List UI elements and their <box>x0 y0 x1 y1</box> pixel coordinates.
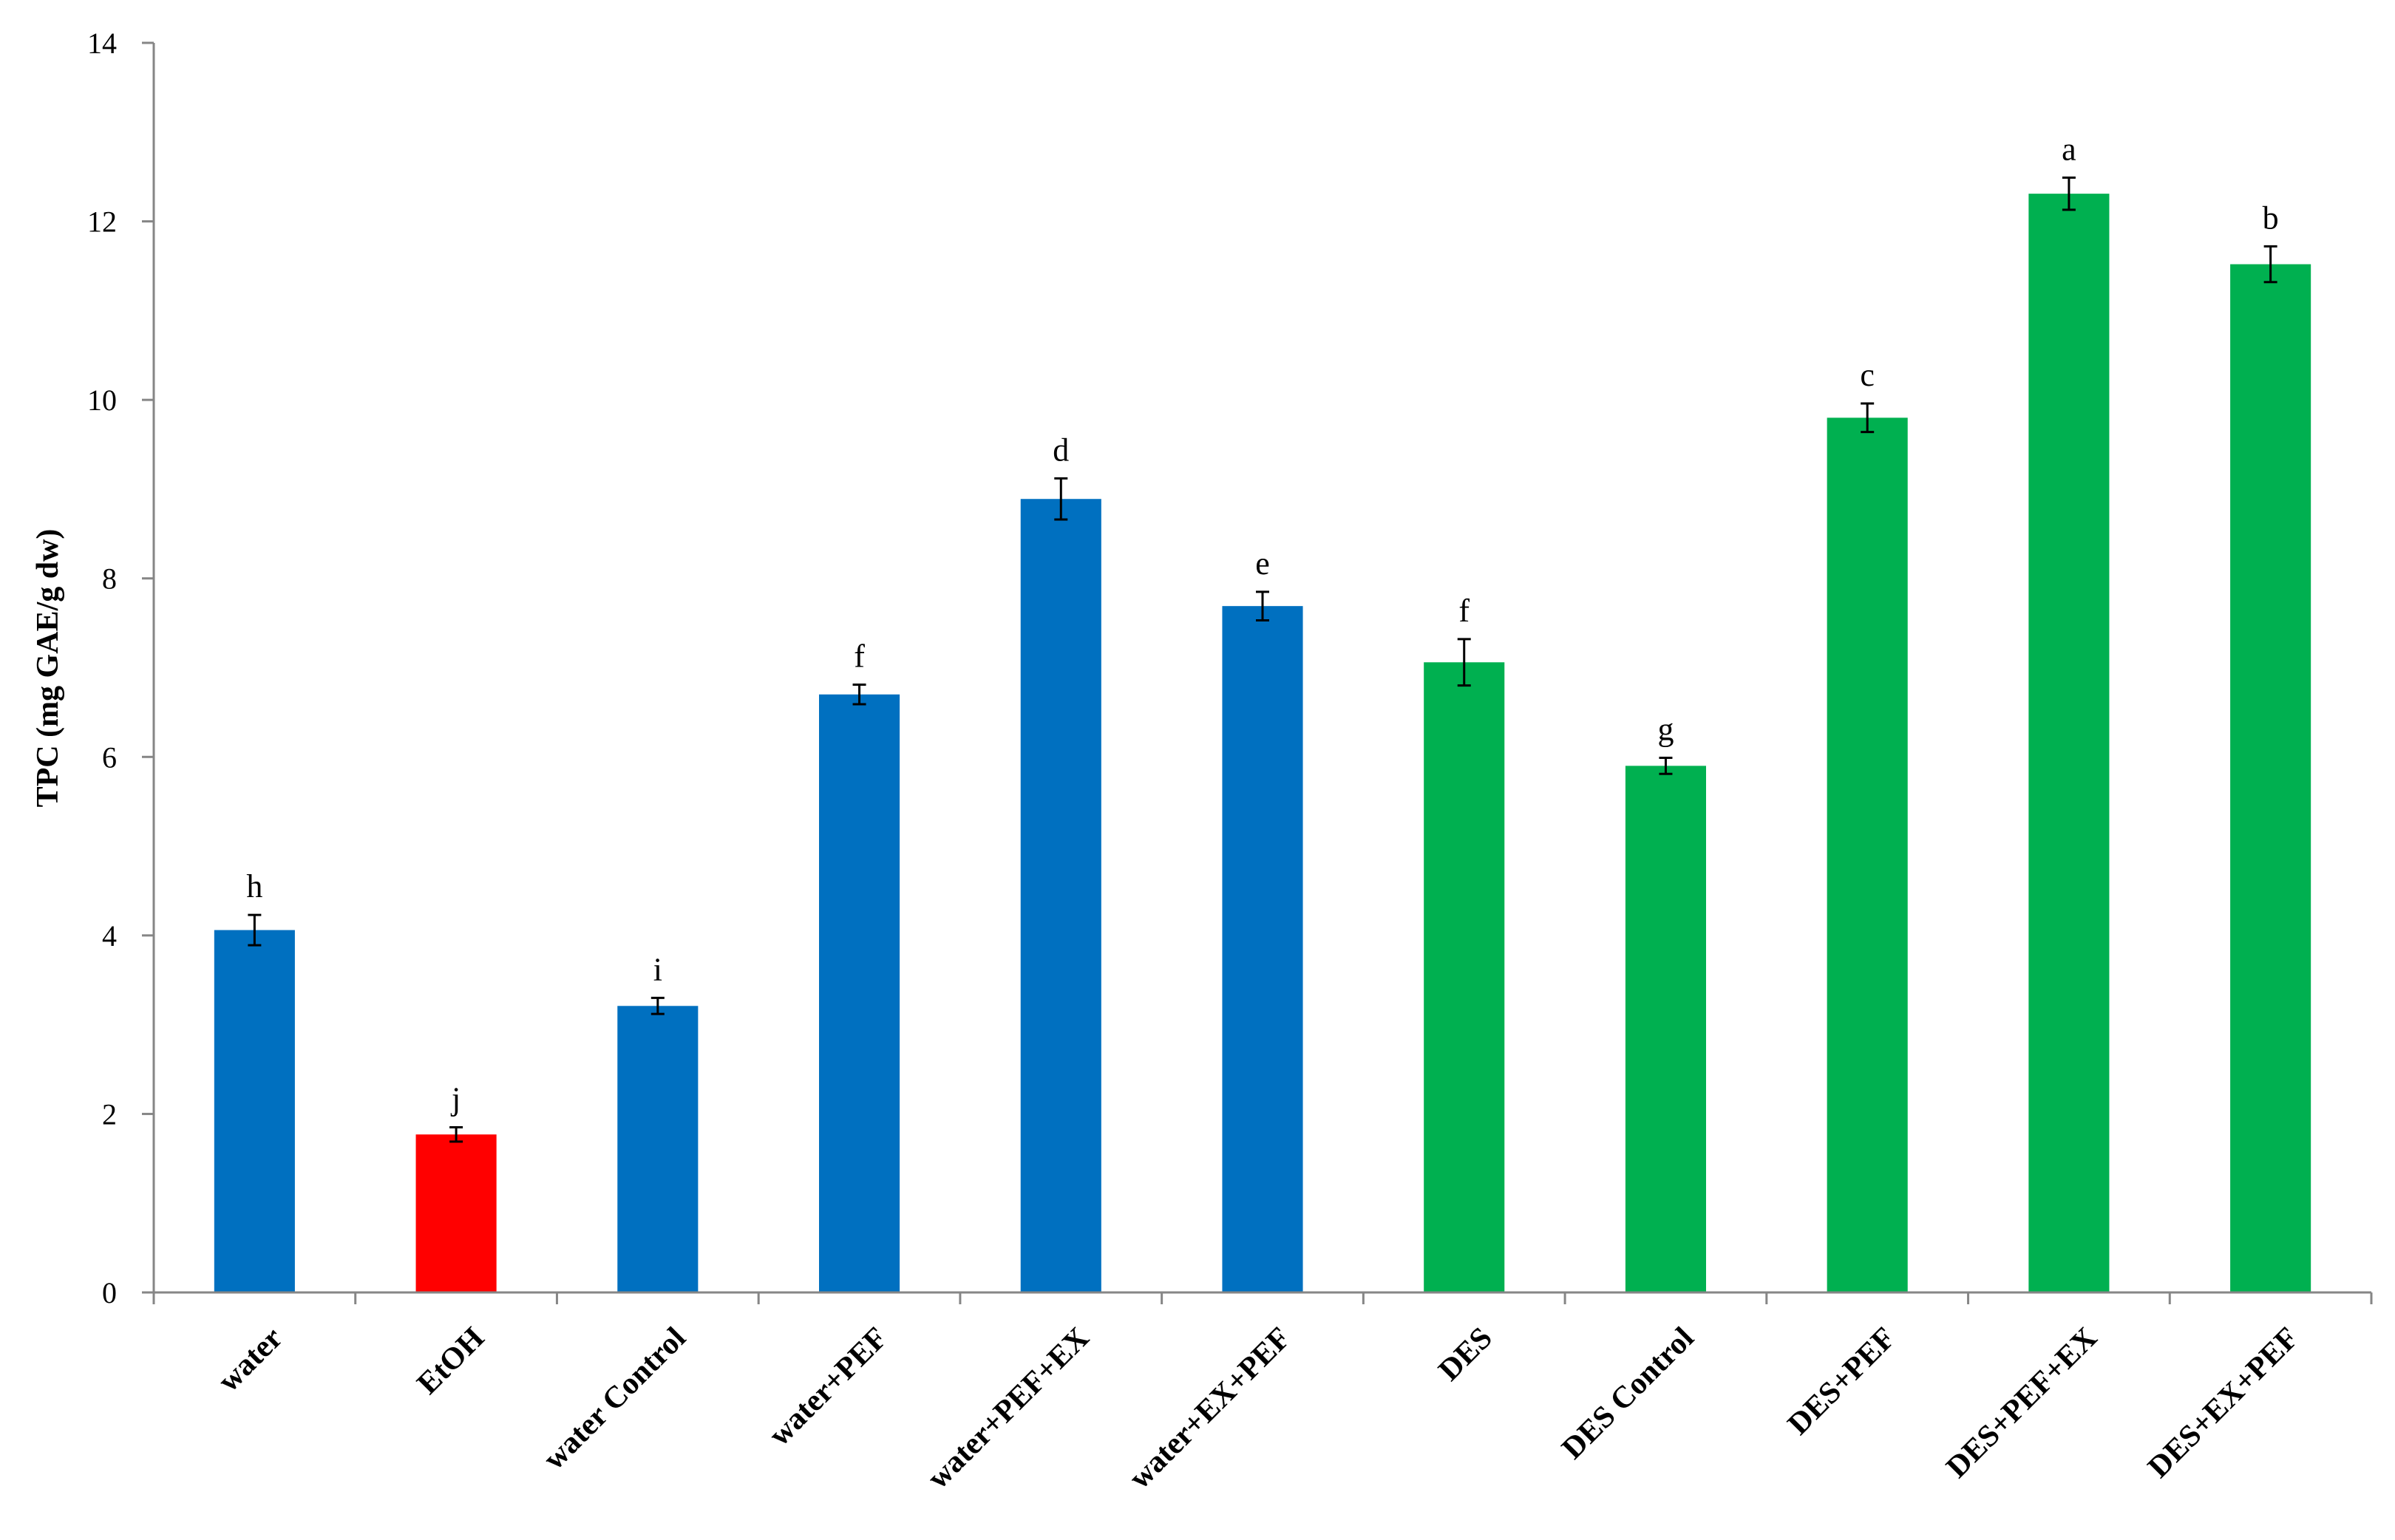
x-category-label: water+EX+PEF <box>1123 1321 1297 1496</box>
x-category-label: water+PEF+EX <box>921 1321 1095 1496</box>
x-category-label: DES+PEF+EX <box>1940 1321 2104 1485</box>
significance-letter: c <box>1860 357 1875 393</box>
significance-letter: j <box>450 1081 461 1117</box>
x-category-label: EtOH <box>411 1321 491 1401</box>
y-tick-label: 12 <box>87 205 117 239</box>
bar-des-control <box>1625 766 1706 1292</box>
y-tick-label: 10 <box>87 384 117 417</box>
y-axis-ticks: 0 2 4 6 8 10 12 14 <box>87 27 154 1309</box>
y-tick-label: 4 <box>102 919 117 953</box>
bar-water <box>214 930 295 1292</box>
significance-letter: g <box>1657 711 1674 747</box>
bar-water-ex-pef <box>1222 606 1303 1292</box>
y-tick-label: 2 <box>102 1097 117 1131</box>
significance-letters: h j i f d e f g c a b <box>246 131 2278 1117</box>
bar-water-pef <box>819 694 900 1292</box>
x-category-label: water <box>211 1321 289 1399</box>
significance-letter: e <box>1255 545 1270 582</box>
significance-letter: f <box>854 638 865 674</box>
significance-letter: i <box>653 951 662 987</box>
bar-water-control <box>617 1006 699 1292</box>
x-category-label: DES <box>1432 1321 1498 1388</box>
bar-des-pef-ex <box>2028 194 2110 1292</box>
bars <box>214 194 2311 1292</box>
x-category-label: water Control <box>537 1321 692 1476</box>
y-tick-label: 0 <box>102 1276 117 1309</box>
y-tick-label: 6 <box>102 740 117 774</box>
x-axis-ticks <box>152 1292 2373 1304</box>
error-bars <box>248 176 2277 1143</box>
x-category-label: DES+EX+PEF <box>2141 1321 2306 1485</box>
bar-des-ex-pef <box>2230 264 2311 1292</box>
x-category-label: water+PEF <box>763 1321 894 1453</box>
significance-letter: f <box>1458 593 1470 629</box>
x-category-label: DES Control <box>1555 1321 1700 1466</box>
y-axis-title: TPC (mg GAE/g dw) <box>31 529 65 808</box>
significance-letter: h <box>246 868 262 904</box>
significance-letter: a <box>2062 131 2076 167</box>
bar-etoh <box>415 1134 497 1292</box>
x-axis-category-labels: water EtOH water Control water+PEF water+PEF… <box>211 1321 2305 1496</box>
significance-letter: b <box>2263 200 2279 236</box>
y-tick-label: 8 <box>102 562 117 596</box>
x-category-label: DES+PEF <box>1781 1321 1902 1442</box>
y-tick-label: 14 <box>87 27 117 60</box>
bar-des-pef <box>1827 418 1908 1292</box>
bar-des <box>1424 662 1505 1292</box>
significance-letter: d <box>1053 432 1069 468</box>
bar-water-pef-ex <box>1020 499 1101 1292</box>
